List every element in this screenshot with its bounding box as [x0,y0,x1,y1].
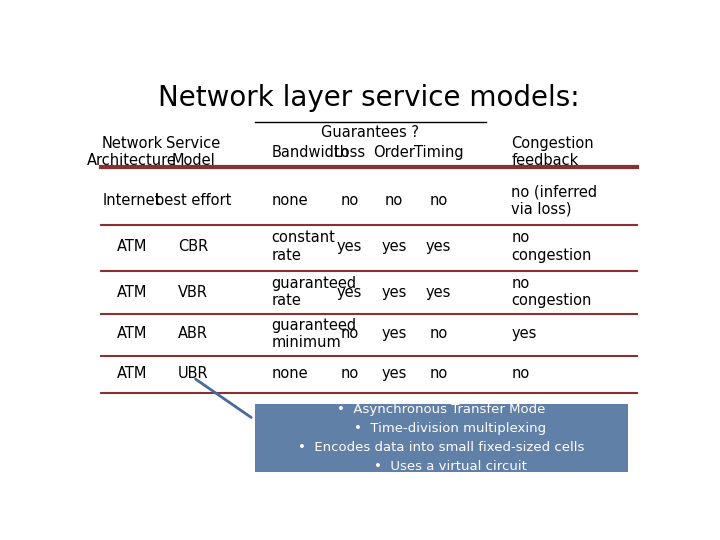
Text: guaranteed
rate: guaranteed rate [271,276,356,308]
Text: Guarantees ?: Guarantees ? [321,125,419,140]
Text: no
congestion: no congestion [511,276,592,308]
Text: yes: yes [337,285,362,300]
Text: no
congestion: no congestion [511,230,592,262]
Text: best effort: best effort [155,193,231,208]
Text: Order: Order [373,145,415,160]
Text: no: no [511,366,529,381]
FancyBboxPatch shape [255,404,629,472]
Text: yes: yes [426,239,451,254]
Text: yes: yes [337,239,362,254]
Text: no: no [430,193,448,208]
Text: no: no [430,326,448,341]
Text: Internet: Internet [103,193,161,208]
Text: Network
Architecture: Network Architecture [87,136,177,168]
Text: yes: yes [382,366,407,381]
Text: yes: yes [426,285,451,300]
Text: ATM: ATM [117,285,147,300]
Text: Congestion
feedback: Congestion feedback [511,136,594,168]
Text: none: none [271,193,308,208]
Text: yes: yes [382,326,407,341]
Text: UBR: UBR [178,366,209,381]
Text: •  Asynchronous Transfer Mode
    •  Time-division multiplexing
•  Encodes data : • Asynchronous Transfer Mode • Time-divi… [298,403,585,473]
Text: no (inferred
via loss): no (inferred via loss) [511,185,598,217]
Text: Timing: Timing [414,145,464,160]
Text: none: none [271,366,308,381]
Text: constant
rate: constant rate [271,230,336,262]
Text: ABR: ABR [179,326,208,341]
Text: no: no [385,193,403,208]
Text: guaranteed
minimum: guaranteed minimum [271,318,356,350]
Text: CBR: CBR [178,239,208,254]
Text: yes: yes [382,239,407,254]
Text: no: no [341,193,359,208]
Text: yes: yes [511,326,536,341]
Text: ATM: ATM [117,366,147,381]
Text: no: no [341,366,359,381]
Text: Bandwidth: Bandwidth [271,145,349,160]
Text: Loss: Loss [333,145,366,160]
Text: ATM: ATM [117,239,147,254]
Text: no: no [430,366,448,381]
Text: no: no [341,326,359,341]
Text: VBR: VBR [179,285,208,300]
Text: Network layer service models:: Network layer service models: [158,84,580,112]
Text: ATM: ATM [117,326,147,341]
Text: yes: yes [382,285,407,300]
Text: Service
Model: Service Model [166,136,220,168]
